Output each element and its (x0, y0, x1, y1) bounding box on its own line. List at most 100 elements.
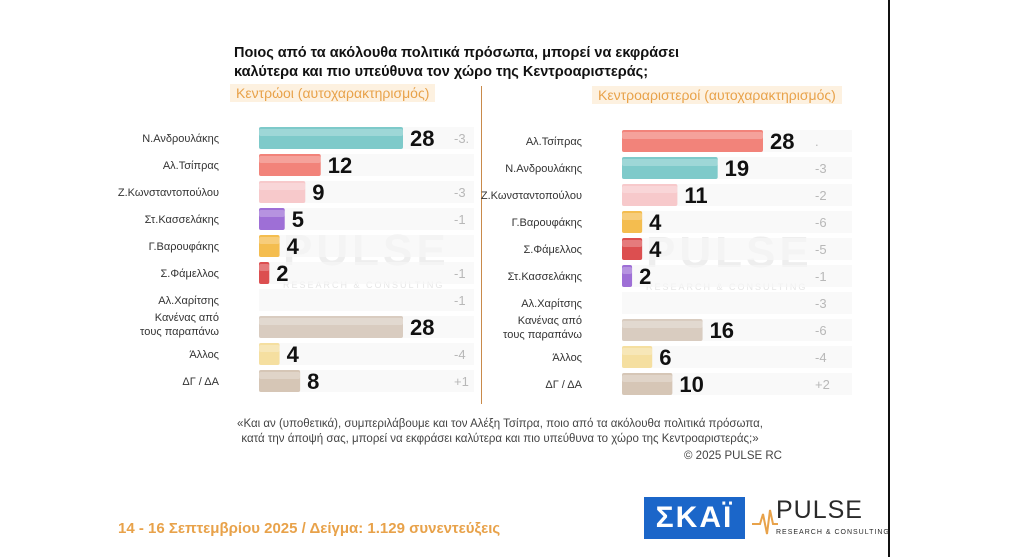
change-label: -1 (454, 212, 466, 227)
category-label: Ν.Ανδρουλάκης (142, 133, 219, 145)
value-label: 4 (649, 210, 662, 235)
value-label: 5 (292, 207, 304, 232)
change-label: +1 (454, 374, 469, 389)
bar-highlight (622, 159, 718, 166)
bar (622, 265, 633, 287)
bar (622, 238, 643, 260)
bar (622, 319, 703, 341)
row-background (622, 346, 852, 368)
bar-highlight (622, 132, 763, 139)
chart-divider (481, 86, 482, 404)
category-label: τους παραπάνω (140, 326, 219, 338)
footnote-line-2: κατά την άποψή σας, μπορεί να εκφράσει κ… (241, 433, 759, 445)
value-label: 2 (639, 264, 651, 289)
category-label: ΔΓ / ΔΑ (545, 379, 582, 391)
row-background (622, 211, 852, 233)
footnote-line-1: «Και αν (υποθετικά), συμπεριλάβουμε και … (237, 418, 763, 430)
value-label: 4 (287, 342, 300, 367)
row-background (259, 343, 474, 365)
value-label: 19 (725, 156, 749, 181)
chart-title: Ποιος από τα ακόλουθα πολιτικά πρόσωπα, … (234, 44, 704, 82)
bar-highlight (622, 240, 643, 247)
value-label: 4 (649, 237, 662, 262)
watermark-left-sub: RESEARCH & CONSULTING (283, 280, 445, 290)
value-label: 8 (307, 369, 319, 394)
bar-highlight (259, 345, 280, 352)
bar-highlight (622, 186, 678, 193)
category-label: Γ.Βαρουφάκης (149, 241, 219, 253)
bar (259, 343, 280, 365)
title-line-1: Ποιος από τα ακόλουθα πολιτικά πρόσωπα, … (234, 45, 680, 61)
bar (622, 184, 678, 206)
change-label: -1 (815, 269, 827, 284)
change-label: -1 (454, 293, 466, 308)
pulse-logo-name: PULSE (776, 496, 863, 524)
bar (259, 181, 306, 203)
bar (259, 370, 301, 392)
value-label: 2 (276, 261, 288, 286)
row-background (259, 235, 474, 257)
category-label: Σ.Φάμελλος (524, 244, 583, 256)
change-label: -2 (815, 188, 827, 203)
bar (622, 130, 763, 152)
bar (622, 373, 673, 395)
bar-highlight (622, 267, 633, 274)
skai-logo: ΣΚΑΪ (644, 497, 745, 539)
bar (259, 262, 270, 284)
bar-highlight (259, 129, 403, 136)
footnote: «Και αν (υποθετικά), συμπεριλάβουμε και … (210, 417, 790, 447)
bar-highlight (622, 348, 653, 355)
category-label: Άλλος (189, 349, 219, 361)
row-background (259, 370, 474, 392)
change-label: -3. (454, 131, 469, 146)
bar-highlight (259, 318, 403, 325)
category-label: Αλ.Τσίπρας (163, 160, 219, 172)
category-label: Κανένας από (518, 315, 582, 327)
right-chart-subtitle: Κεντροαριστεροί (αυτοχαρακτηρισμός) (592, 86, 842, 104)
bar (259, 154, 321, 176)
change-label: -4 (454, 347, 466, 362)
value-label: 12 (328, 153, 352, 178)
bar (622, 211, 643, 233)
bar-highlight (259, 210, 285, 217)
category-label: Στ.Κασσελάκης (508, 271, 582, 283)
bar-highlight (622, 321, 703, 328)
row-background (259, 289, 474, 311)
category-label: Σ.Φάμελλος (161, 268, 220, 280)
change-label: -3 (815, 161, 827, 176)
value-label: 4 (287, 234, 300, 259)
category-label: Αλ.Χαρίτσης (521, 298, 582, 310)
bar-highlight (622, 375, 673, 382)
change-label: -6 (815, 323, 827, 338)
category-label: Άλλος (552, 352, 582, 364)
left-chart-subtitle: Κεντρώοι (αυτοχαρακτηρισμός) (230, 84, 436, 102)
change-label: -3 (454, 185, 466, 200)
pulse-beat-icon (752, 509, 778, 535)
category-label: Στ.Κασσελάκης (145, 214, 219, 226)
bar (259, 127, 403, 149)
value-label: 11 (684, 183, 707, 208)
value-label: 6 (659, 345, 671, 370)
value-label: 28 (770, 129, 794, 154)
change-label: . (815, 134, 819, 149)
change-label: -1 (454, 266, 466, 281)
category-label: Ζ.Κωνσταντοπούλου (118, 187, 219, 199)
bar-highlight (259, 372, 301, 379)
category-label: Αλ.Χαρίτσης (158, 295, 219, 307)
category-label: Αλ.Τσίπρας (526, 136, 582, 148)
pulse-logo: PULSE RESEARCH & CONSULTING (752, 496, 889, 542)
category-label: Ζ.Κωνσταντοπούλου (481, 190, 582, 202)
row-background (622, 292, 852, 314)
bar-highlight (622, 213, 643, 220)
row-background (259, 262, 474, 284)
date-sample: 14 - 16 Σεπτεμβρίου 2025 / Δείγμα: 1.129… (118, 520, 501, 537)
value-label: 28 (410, 126, 434, 151)
category-label: Γ.Βαρουφάκης (512, 217, 582, 229)
change-label: -3 (815, 296, 827, 311)
bar (259, 316, 403, 338)
category-label: Ν.Ανδρουλάκης (505, 163, 582, 175)
bar (622, 157, 718, 179)
category-label: Κανένας από (155, 312, 219, 324)
row-background (622, 265, 852, 287)
